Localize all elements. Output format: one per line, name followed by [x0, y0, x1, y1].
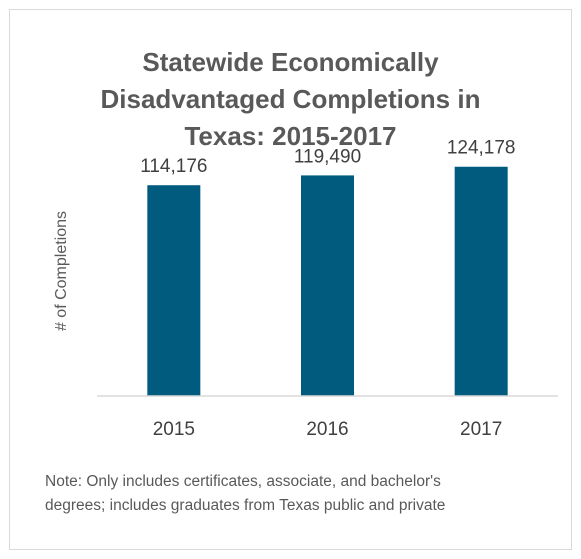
data-label-2017: 124,178: [447, 138, 516, 159]
chart-title: Statewide Economically Disadvantaged Com…: [0, 44, 581, 155]
bar-2016: [301, 175, 354, 396]
chart-title-line-1: Statewide Economically: [142, 47, 439, 77]
chart-title-line-3: Texas: 2015-2017: [184, 121, 397, 151]
x-tick-label-2017: 2017: [460, 419, 502, 440]
x-tick-label-2016: 2016: [306, 419, 348, 440]
data-label-2015: 114,176: [140, 156, 207, 177]
chart-title-line-2: Disadvantaged Completions in: [100, 84, 481, 114]
x-tick-label-2015: 2015: [153, 419, 195, 440]
chart-note: Note: Only includes certificates, associ…: [45, 470, 565, 518]
bar-2017: [454, 166, 508, 396]
chart-note-line-1: Note: Only includes certificates, associ…: [45, 473, 441, 490]
data-label-2016: 119,490: [294, 146, 361, 167]
bar-2015: [147, 185, 201, 396]
chart-note-line-2: degrees; includes graduates from Texas p…: [45, 497, 446, 514]
